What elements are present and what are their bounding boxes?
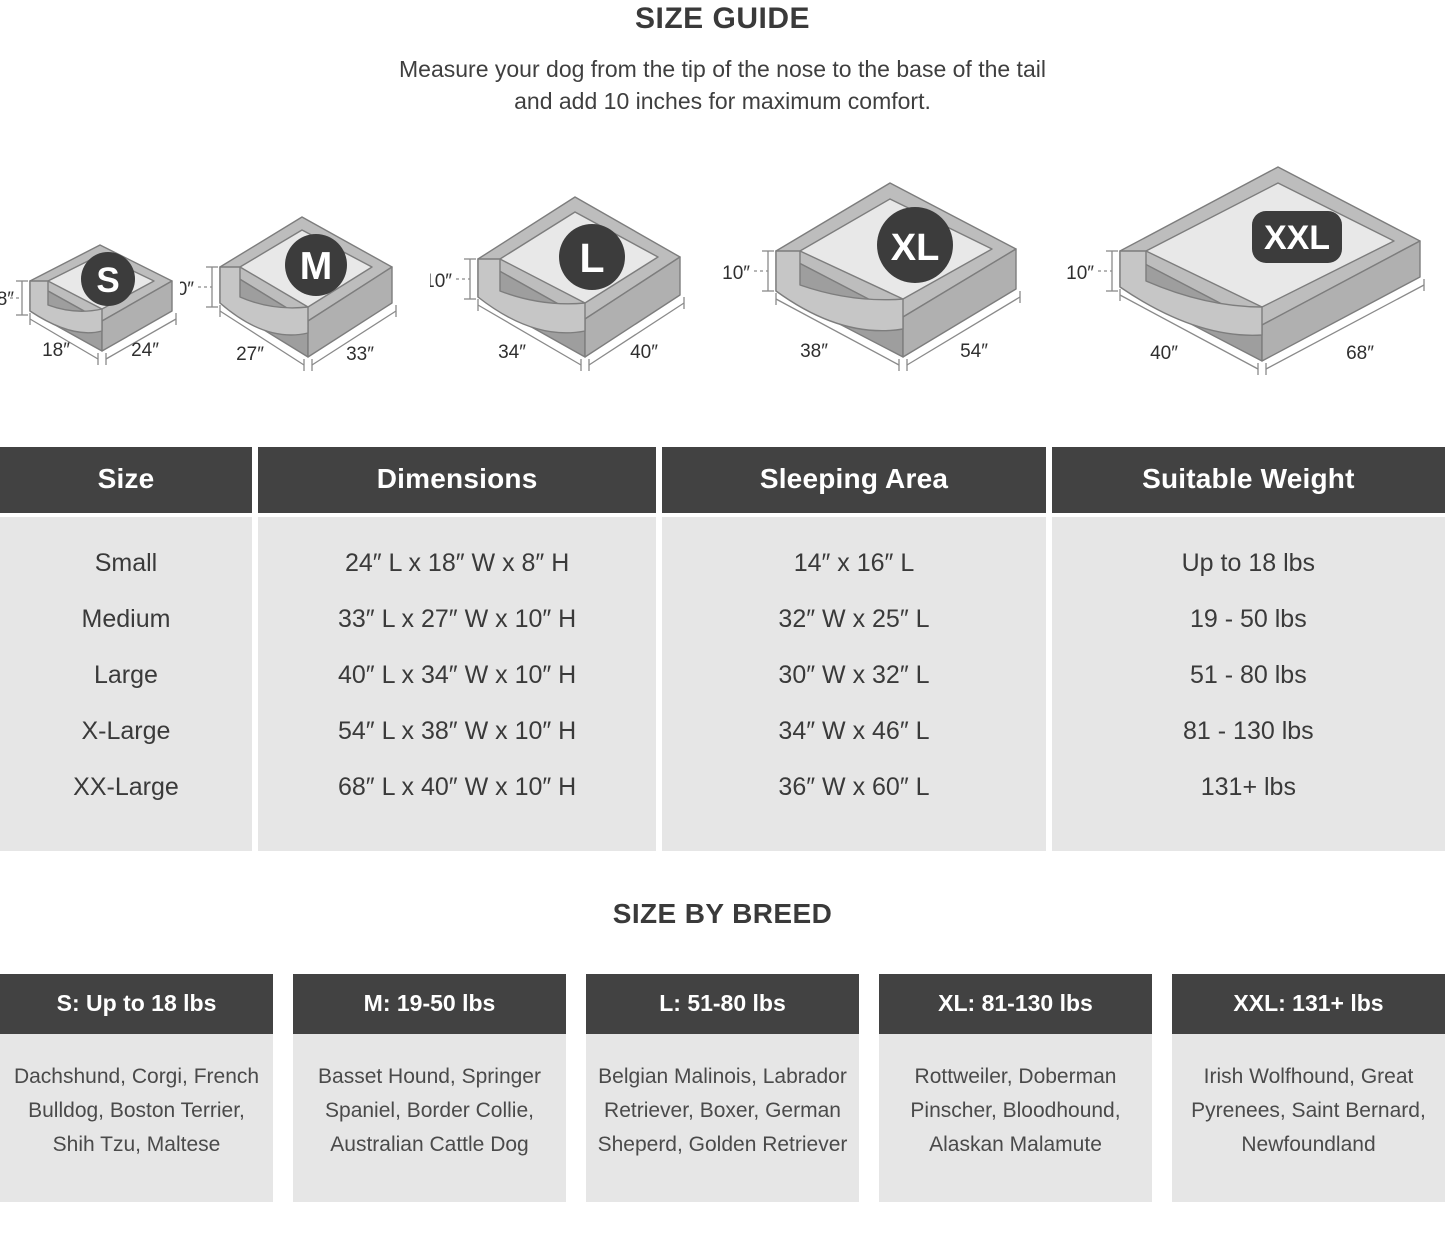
bed-length-label-m: 33″ (346, 344, 374, 365)
size-badge-s (81, 252, 135, 306)
table-cell: 36″ W x 60″ L (778, 773, 930, 801)
table-cell: 19 - 50 lbs (1189, 605, 1307, 633)
subtitle-line-1: Measure your dog from the tip of the nos… (399, 56, 1046, 82)
bed-diagram-s: S 8″ 18″ 24″ (0, 193, 200, 383)
bed-length-label-l: 40″ (630, 342, 658, 363)
bed-height-label-m: 10″ (180, 279, 194, 300)
breed-list-m: Basset Hound, Springer Spaniel, Border C… (293, 1034, 566, 1202)
table-cell: 33″ L x 27″ W x 10″ H (338, 605, 577, 633)
size-badge-label-m: M (300, 245, 333, 288)
table-cell: 51 - 80 lbs (1189, 661, 1307, 689)
breed-header-xxl: XXL: 131+ lbs (1172, 974, 1445, 1034)
column-header-sleeping-area: Sleeping Area (662, 447, 1046, 513)
breed-list-l: Belgian Malinois, Labrador Retriever, Bo… (586, 1034, 859, 1202)
breed-list-xxl: Irish Wolfhound, Great Pyrenees, Saint B… (1172, 1034, 1445, 1202)
table-cell: 81 - 130 lbs (1183, 717, 1314, 745)
column-header-suitable-weight: Suitable Weight (1051, 447, 1445, 513)
table-cell: Large (94, 661, 158, 689)
page-title: SIZE GUIDE (634, 2, 811, 35)
bed-length-label-s: 24″ (131, 340, 159, 361)
bed-height-label-s: 8″ (0, 289, 14, 310)
bed-height-label-xl: 10″ (722, 263, 750, 284)
bed-width-label-xl: 38″ (800, 341, 828, 362)
bed-diagram-m: M 10″ 27″ 33″ (180, 175, 425, 385)
size-badge-xxl (1252, 211, 1342, 263)
table-cell: 30″ W x 32″ L (778, 661, 930, 689)
table-cell: 34″ W x 46″ L (778, 717, 930, 745)
table-cell: XX-Large (73, 773, 179, 801)
spec-table-body: Small Medium Large X-Large XX-Large 24″ … (0, 517, 1445, 851)
spec-column-size: Small Medium Large X-Large XX-Large (0, 517, 252, 851)
size-badge-l (559, 224, 625, 290)
breed-list-xl: Rottweiler, Doberman Pinscher, Bloodhoun… (879, 1034, 1152, 1202)
breed-header-m: M: 19-50 lbs (293, 974, 566, 1034)
spec-column-dimensions: 24″ L x 18″ W x 8″ H 33″ L x 27″ W x 10″… (257, 517, 657, 851)
bed-length-label-xl: 54″ (960, 341, 988, 362)
bed-width-label-xxl: 40″ (1150, 343, 1178, 364)
table-cell: 40″ L x 34″ W x 10″ H (338, 661, 577, 689)
bed-diagram-l: L 10″ 34″ 40″ (430, 157, 715, 387)
table-cell: 68″ L x 40″ W x 10″ H (338, 773, 577, 801)
table-cell: Up to 18 lbs (1181, 549, 1316, 577)
breed-column-xxl: XXL: 131+ lbs Irish Wolfhound, Great Pyr… (1172, 974, 1445, 1202)
table-cell: 24″ L x 18″ W x 8″ H (344, 549, 570, 577)
size-badge-m (285, 234, 347, 296)
table-cell: X-Large (81, 717, 171, 745)
breed-grid: S: Up to 18 lbs Dachshund, Corgi, French… (0, 974, 1445, 1202)
bed-height-label-l: 10″ (430, 271, 452, 292)
bed-length-label-xxl: 68″ (1346, 343, 1374, 364)
size-badge-xl (877, 207, 953, 283)
spec-column-suitable-weight: Up to 18 lbs 19 - 50 lbs 51 - 80 lbs 81 … (1051, 517, 1445, 851)
table-cell: 32″ W x 25″ L (778, 605, 930, 633)
breed-header-s: S: Up to 18 lbs (0, 974, 273, 1034)
bed-width-label-s: 18″ (42, 340, 70, 361)
bed-width-label-l: 34″ (498, 342, 526, 363)
column-header-size: Size (0, 447, 252, 513)
spec-column-sleeping-area: 14″ x 16″ L 32″ W x 25″ L 30″ W x 32″ L … (662, 517, 1046, 851)
size-badge-label-s: S (96, 261, 119, 300)
subtitle-line-2: and add 10 inches for maximum comfort. (514, 88, 931, 114)
breed-column-l: L: 51-80 lbs Belgian Malinois, Labrador … (586, 974, 859, 1202)
bed-height-label-xxl: 10″ (1066, 263, 1094, 284)
spec-table: Size Dimensions Sleeping Area Suitable W… (0, 447, 1445, 851)
bed-diagram-xxl: XXL 10″ 40″ 68″ (1060, 129, 1445, 394)
breed-section-title: SIZE BY BREED (612, 898, 833, 929)
breed-header-xl: XL: 81-130 lbs (879, 974, 1152, 1034)
size-badge-label-xxl: XXL (1264, 219, 1330, 257)
breed-header-l: L: 51-80 lbs (586, 974, 859, 1034)
table-cell: 14″ x 16″ L (793, 549, 915, 577)
table-cell: Medium (81, 605, 171, 633)
table-cell: 54″ L x 38″ W x 10″ H (338, 717, 577, 745)
bed-diagram-xl: XL 10″ 38″ 54″ (718, 141, 1048, 391)
table-cell: 131+ lbs (1200, 773, 1296, 801)
column-header-dimensions: Dimensions (257, 447, 657, 513)
breed-list-s: Dachshund, Corgi, French Bulldog, Boston… (0, 1034, 273, 1202)
size-badge-label-xl: XL (891, 227, 940, 269)
table-cell: Small (94, 549, 158, 577)
breed-column-s: S: Up to 18 lbs Dachshund, Corgi, French… (0, 974, 273, 1202)
bed-width-label-m: 27″ (236, 344, 264, 365)
page-subtitle: Measure your dog from the tip of the nos… (0, 53, 1445, 117)
bed-diagram-row: S 8″ 18″ 24″ M (0, 135, 1445, 435)
breed-column-xl: XL: 81-130 lbs Rottweiler, Doberman Pins… (879, 974, 1152, 1202)
spec-table-header-row: Size Dimensions Sleeping Area Suitable W… (0, 447, 1445, 513)
size-badge-label-l: L (579, 235, 604, 281)
breed-column-m: M: 19-50 lbs Basset Hound, Springer Span… (293, 974, 566, 1202)
